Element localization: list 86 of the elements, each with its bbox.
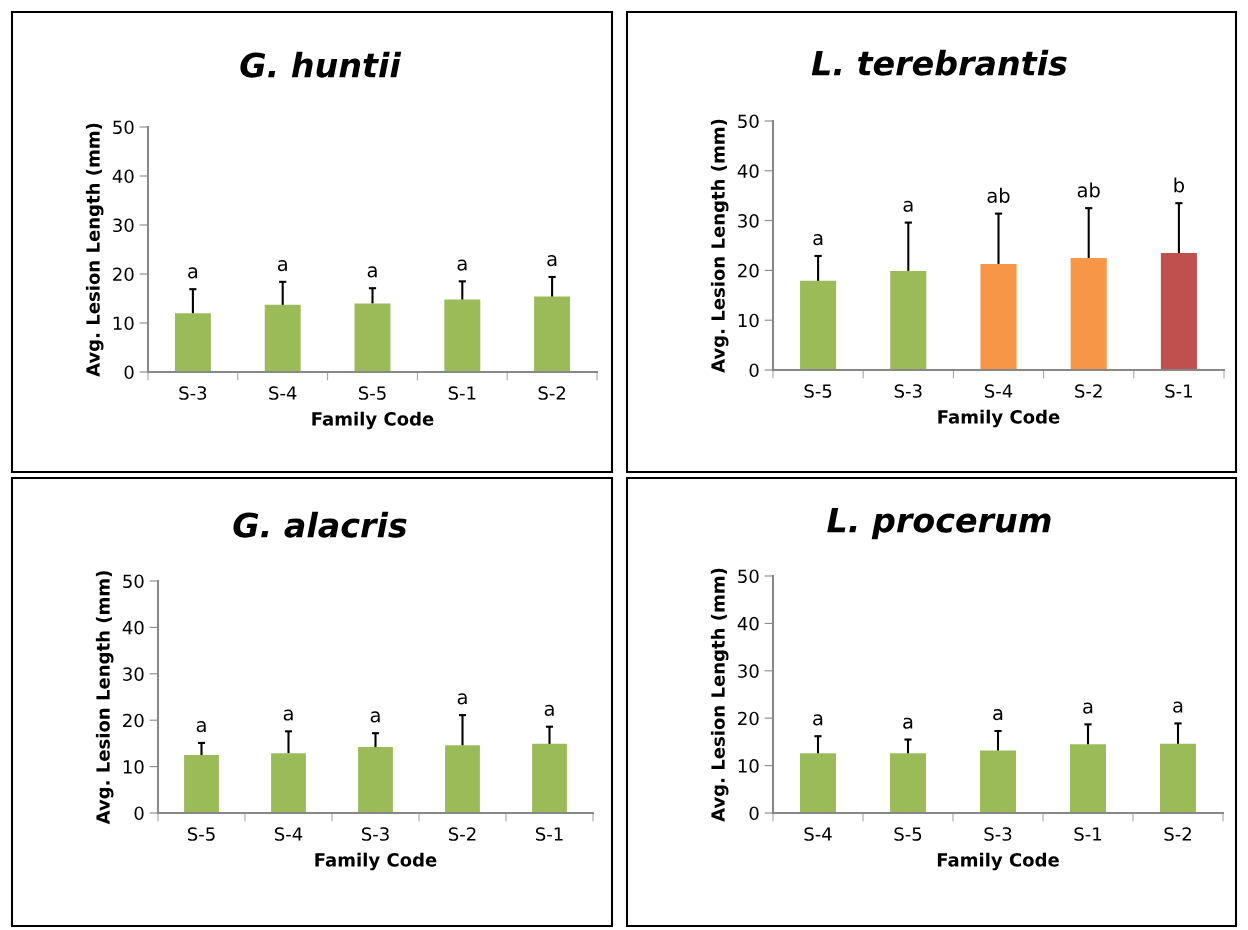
x-tick-label: S-2 [1075,384,1102,398]
annotation: a [367,266,377,278]
x-tick-label: S-4 [804,827,832,841]
annotation: a [277,259,287,272]
bar [174,313,211,372]
y-tick-label: 40 [112,169,134,184]
x-tick-label: S-1 [1074,827,1102,841]
annotation: a [370,711,380,723]
y-tick-label: 0 [124,365,134,380]
x-tick-label: S-3 [984,827,1012,841]
x-tick-label: S-2 [538,386,566,400]
annotation: a [1083,702,1093,714]
chart-title: L. terebrantis [811,49,1067,76]
x-tick-label: S-1 [535,827,563,841]
x-tick-label: S-5 [187,827,215,841]
bar [890,270,927,370]
y-tick-label: 0 [749,363,759,378]
x-tick-label: S-1 [1165,384,1192,398]
x-tick-label: S-4 [984,384,1013,398]
bar [1070,257,1107,370]
annotation: a [457,259,467,271]
x-axis-title: Family Code [937,852,1059,871]
annotation: a [544,704,554,716]
x-tick-label: S-3 [179,386,207,400]
annotation: a [188,267,198,279]
x-tick-label: S-1 [448,386,476,400]
annotation: b [1174,177,1185,193]
x-tick-label: S-4 [269,386,297,400]
annotation: ab [987,187,1010,203]
y-axis-title: Avg. Lesion Length (mm) [710,568,729,822]
y-axis-title: Avg. Lesion Length (mm) [95,571,114,825]
y-tick-label: 20 [113,267,134,282]
x-tick-label: S-2 [448,827,476,841]
x-tick-label: S-3 [361,827,389,841]
y-tick-label: 30 [738,664,759,678]
bar [980,263,1017,370]
y-tick-label: 50 [113,120,134,135]
y-tick-label: 40 [122,620,144,635]
x-tick-label: S-5 [358,386,386,400]
y-tick-label: 50 [738,569,759,584]
y-tick-label: 10 [113,316,134,331]
x-axis-title: Family Code [938,409,1060,428]
chart-title: G. alacris [233,511,407,538]
annotation: a [903,200,913,212]
annotation: a [993,709,1003,721]
annotation: a [1173,701,1183,713]
chart-title: L. procerum [827,507,1051,540]
y-tick-label: 40 [737,164,759,178]
y-tick-label: 20 [738,263,759,278]
bar [354,303,391,372]
y-tick-label: 30 [123,667,144,681]
y-tick-label: 10 [738,313,759,328]
y-tick-label: 50 [738,114,759,129]
x-axis-title: Family Code [312,411,434,430]
x-tick-label: S-2 [1164,827,1191,841]
y-tick-label: 10 [123,760,144,774]
annotation: a [903,717,913,729]
y-tick-label: 0 [749,806,759,821]
x-tick-label: S-4 [274,827,303,841]
annotation: a [457,693,467,705]
annotation: ab [1077,182,1100,198]
y-tick-label: 30 [113,218,134,233]
y-tick-label: 30 [738,214,759,228]
y-tick-label: 40 [737,616,759,631]
x-tick-label: S-5 [894,827,922,841]
x-axis-title: Family Code [315,852,437,871]
y-axis-title: Avg. Lesion Length (mm) [710,119,729,373]
x-tick-label: S-5 [804,384,832,398]
annotation: a [813,714,823,726]
y-tick-label: 0 [134,806,144,821]
chart-title: G. huntii [240,51,402,78]
bar [264,304,301,372]
bar [534,296,571,372]
annotation: a [813,234,823,246]
annotation: a [283,709,293,721]
annotation: a [547,255,557,267]
bar [800,280,837,370]
x-tick-label: S-3 [894,384,922,398]
annotation: a [196,721,206,733]
bar [444,299,481,372]
y-tick-label: 20 [123,713,144,728]
y-tick-label: 50 [123,574,144,589]
y-tick-label: 20 [738,711,759,726]
y-axis-title: Avg. Lesion Length (mm) [85,123,104,377]
bar [1160,252,1197,370]
y-tick-label: 10 [738,759,759,773]
